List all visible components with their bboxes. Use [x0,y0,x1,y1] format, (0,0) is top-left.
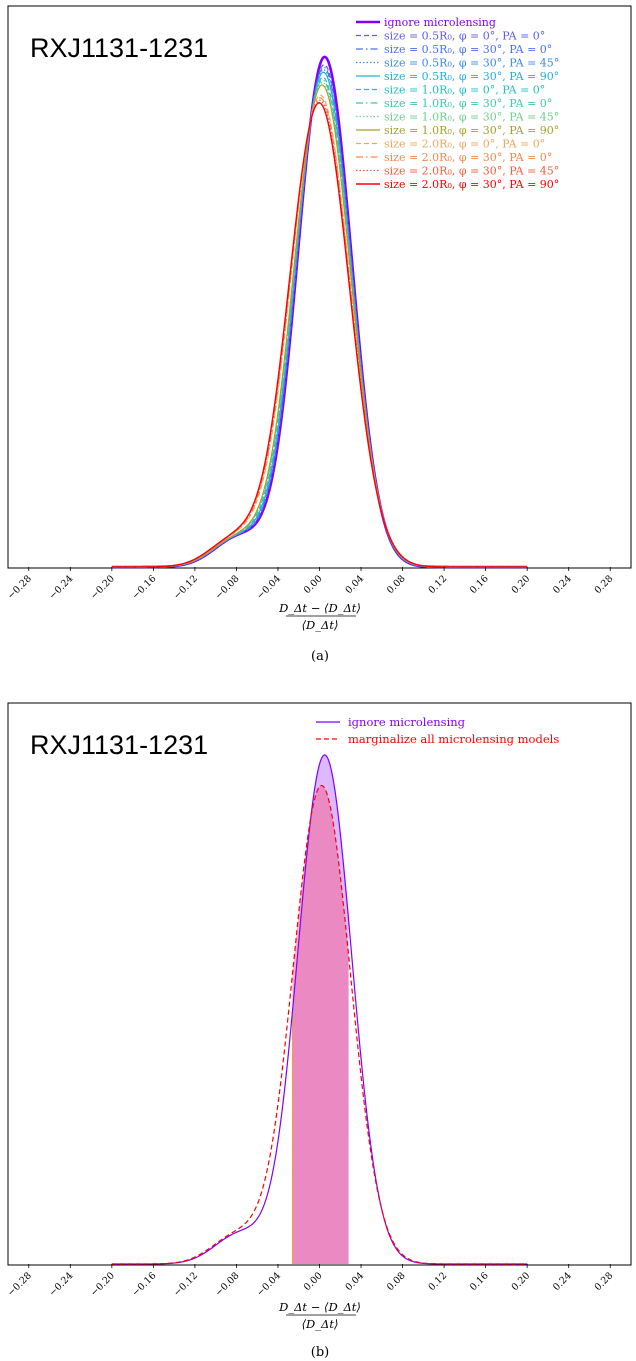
x-tick-label: 0.24 [551,573,574,596]
legend-b: ignore microlensing marginalize all micro… [316,715,559,746]
plot-frame-a [7,5,632,569]
legend-label: size = 0.5R₀, φ = 30°, PA = 45° [384,57,559,70]
x-tick-label: −0.24 [47,573,75,601]
legend-label: size = 2.0R₀, φ = 30°, PA = 0° [384,151,552,164]
x-tick-label: 0.24 [551,1270,574,1293]
x-tick-label: 0.08 [385,1270,408,1293]
shaded-interval-1 [292,754,349,1264]
legend-label: size = 1.0R₀, φ = 0°, PA = 0° [384,84,545,97]
legend-label: size = 2.0R₀, φ = 0°, PA = 0° [384,138,545,151]
series-line-2 [111,784,528,1265]
curves-a [111,55,528,569]
x-tick-label: −0.28 [6,1270,34,1298]
x-tick-label: −0.12 [172,1270,200,1298]
curves-b [111,754,528,1265]
x-axis-label-b: D_Δt − ⟨D_Δt⟩ ⟨D_Δt⟩ [278,1300,361,1331]
x-tick-label: 0.20 [510,573,533,596]
panel-a: RXJ1131-1231 −0.28 −0.24 −0.20 −0.16 −0.12 −0… [6,5,632,664]
x-tick-label: 0.00 [302,573,325,596]
x-label-denominator-b: ⟨D_Δt⟩ [302,1317,339,1331]
x-tick-label: 0.12 [426,1270,449,1293]
caption-a: (a) [311,649,329,664]
legend-label: size = 2.0R₀, φ = 30°, PA = 90° [384,178,559,191]
x-axis-label-a: D_Δt − ⟨D_Δt⟩ ⟨D_Δt⟩ [278,601,361,632]
x-label-numerator-b: D_Δt − ⟨D_Δt⟩ [278,1300,361,1314]
x-tick-label: −0.12 [172,573,200,601]
x-axis-a: −0.28 −0.24 −0.20 −0.16 −0.12 −0.08 −0.04 0.00 0… [6,567,616,602]
x-tick-label: 0.16 [468,1270,491,1293]
x-tick-label: 0.00 [302,1270,325,1293]
plot-frame-b [7,702,632,1266]
legend-label: size = 1.0R₀, φ = 30°, PA = 0° [384,97,552,110]
caption-b: (b) [311,1345,329,1360]
x-tick-label: −0.04 [255,573,283,601]
legend-label: size = 2.0R₀, φ = 30°, PA = 45° [384,165,559,178]
panel-b: RXJ1131-1231 −0.28 −0.24 −0.20 −0.16 −0.12 −0… [6,702,632,1360]
x-tick-label: −0.08 [213,1270,241,1298]
legend-label: ignore microlensing [384,16,496,29]
x-tick-label: 0.28 [593,1270,616,1293]
x-tick-label: −0.24 [47,1270,75,1298]
shaded-interval-2 [292,785,349,1264]
x-label-denominator-a: ⟨D_Δt⟩ [302,618,339,632]
x-tick-label: −0.08 [213,573,241,601]
legend-label: size = 0.5R₀, φ = 0°, PA = 0° [384,30,545,43]
x-tick-label: −0.16 [130,573,158,601]
x-tick-label: 0.20 [510,1270,533,1293]
x-tick-label: −0.04 [255,1270,283,1298]
object-label-a: RXJ1131-1231 [30,33,208,63]
series-line-13 [111,102,528,568]
object-label-b: RXJ1131-1231 [30,730,208,760]
x-tick-label: 0.16 [468,573,491,596]
x-tick-label: −0.20 [89,1270,117,1298]
legend-label: size = 1.0R₀, φ = 30°, PA = 90° [384,124,559,137]
x-tick-label: −0.28 [6,573,34,601]
x-tick-label: −0.16 [130,1270,158,1298]
x-label-numerator-a: D_Δt − ⟨D_Δt⟩ [278,601,361,615]
x-tick-label: 0.08 [385,573,408,596]
legend-label: size = 1.0R₀, φ = 30°, PA = 45° [384,111,559,124]
x-tick-label: −0.20 [89,573,117,601]
x-tick-label: 0.12 [426,573,449,596]
x-tick-label: 0.28 [593,573,616,596]
legend-label: ignore microlensing [348,715,466,729]
x-tick-label: 0.04 [343,1270,366,1293]
legend-label: size = 0.5R₀, φ = 30°, PA = 0° [384,43,552,56]
x-tick-label: 0.04 [343,573,366,596]
x-axis-b: −0.28 −0.24 −0.20 −0.16 −0.12 −0.08 −0.04 0.00 0… [6,1264,616,1299]
legend-label: marginalize all microlensing models [348,732,559,746]
legend-label: size = 0.5R₀, φ = 30°, PA = 90° [384,70,559,83]
